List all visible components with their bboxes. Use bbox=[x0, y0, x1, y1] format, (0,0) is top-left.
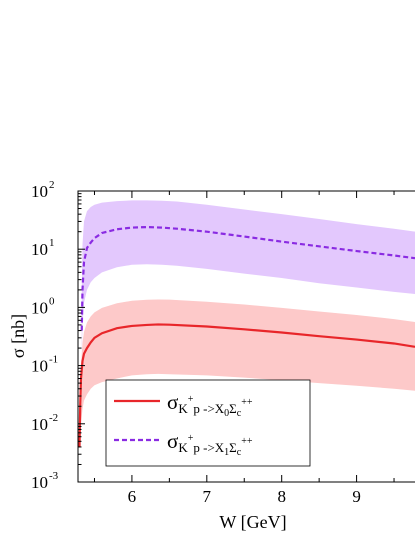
x-axis-label: W [GeV] bbox=[219, 512, 286, 532]
x-tick-label: 6 bbox=[128, 487, 137, 506]
legend-label-x0: σK+p ->X0Σc++ bbox=[167, 390, 253, 419]
x-tick-label: 9 bbox=[352, 487, 361, 506]
y-tick-exponent: 1 bbox=[49, 237, 55, 249]
y-tick-label: 10 bbox=[31, 298, 48, 317]
x-tick-label: 8 bbox=[277, 487, 286, 506]
legend-box bbox=[105, 379, 311, 467]
series-lines bbox=[78, 225, 415, 447]
uncertainty-bands bbox=[79, 200, 415, 444]
y-tick-exponent: -1 bbox=[49, 354, 58, 366]
line-x0 bbox=[78, 323, 415, 447]
legend-label-x1: σK+p ->X1Σc++ bbox=[167, 429, 253, 458]
y-tick-label: 10 bbox=[31, 415, 48, 434]
y-tick-exponent: 0 bbox=[49, 295, 55, 307]
band-x0 bbox=[79, 299, 415, 444]
y-tick-label: 10 bbox=[31, 240, 48, 259]
y-tick-label: 10 bbox=[31, 357, 48, 376]
line-x1 bbox=[80, 225, 415, 331]
y-tick-label: 10 bbox=[31, 182, 48, 201]
y-tick-exponent: -2 bbox=[49, 412, 58, 424]
band-x1 bbox=[81, 200, 415, 356]
legend: σK+p ->X0Σc++ σK+p ->X1Σc++ bbox=[105, 379, 311, 467]
plot-frame bbox=[77, 190, 415, 483]
y-tick-label: 10 bbox=[31, 473, 48, 492]
y-tick-exponent: 2 bbox=[49, 179, 55, 191]
x-tick-label: 7 bbox=[203, 487, 212, 506]
y-tick-exponent: -3 bbox=[49, 470, 59, 482]
y-axis-label: σ [nb] bbox=[8, 314, 28, 358]
